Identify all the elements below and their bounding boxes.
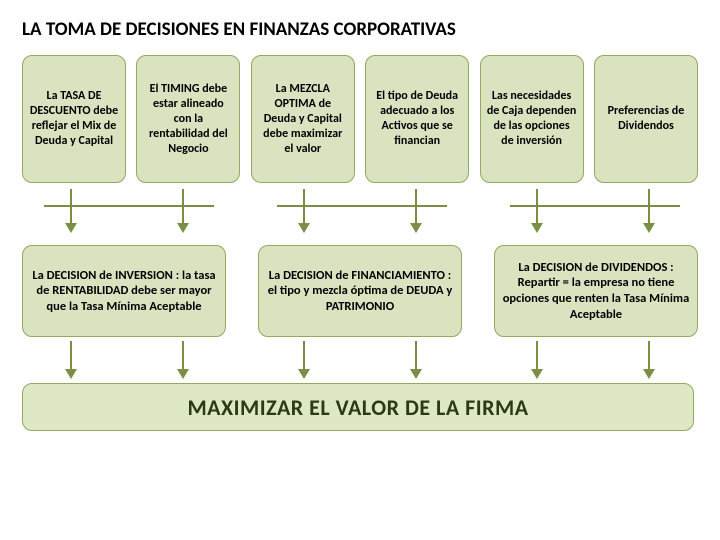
arrow-icon <box>415 341 417 371</box>
connector-bar <box>277 205 447 207</box>
top-box-1: La TASA DE DESCUENTO debe reflejar el Mi… <box>22 55 126 183</box>
top-box-5: Las necesidades de Caja dependen de las … <box>480 55 584 183</box>
top-box-6: Preferencias de Dividendos <box>594 55 698 183</box>
bottom-goal-box: MAXIMIZAR EL VALOR DE LA FIRMA <box>22 383 694 431</box>
arrow-icon <box>303 341 305 371</box>
arrow-icon <box>648 189 650 225</box>
top-box-4: El tipo de Deuda adecuado a los Activos … <box>365 55 469 183</box>
arrow-icon <box>70 189 72 225</box>
mid-box-dividendos: La DECISION de DIVIDENDOS : Repartir = l… <box>494 245 698 337</box>
mid-box-inversion: La DECISION de INVERSION : la tasa de RE… <box>22 245 226 337</box>
arrow-icon <box>70 341 72 371</box>
bottom-arrows <box>22 341 698 383</box>
arrow-icon <box>182 341 184 371</box>
arrow-icon <box>536 189 538 225</box>
arrow-icon <box>648 341 650 371</box>
connector-bar <box>44 205 214 207</box>
arrow-icon <box>182 189 184 225</box>
arrow-icon <box>415 189 417 225</box>
arrow-icon <box>303 189 305 225</box>
connector-bar <box>510 205 680 207</box>
top-box-2: El TIMING debe estar alineado con la ren… <box>136 55 240 183</box>
top-arrows <box>22 189 698 237</box>
top-box-3: La MEZCLA OPTIMA de Deuda y Capital debe… <box>251 55 355 183</box>
mid-boxes-row: La DECISION de INVERSION : la tasa de RE… <box>22 245 698 337</box>
page-title: LA TOMA DE DECISIONES EN FINANZAS CORPOR… <box>22 18 698 41</box>
mid-box-financiamiento: La DECISION de FINANCIAMIENTO : el tipo … <box>258 245 462 337</box>
top-boxes-row: La TASA DE DESCUENTO debe reflejar el Mi… <box>22 55 698 183</box>
arrow-icon <box>536 341 538 371</box>
